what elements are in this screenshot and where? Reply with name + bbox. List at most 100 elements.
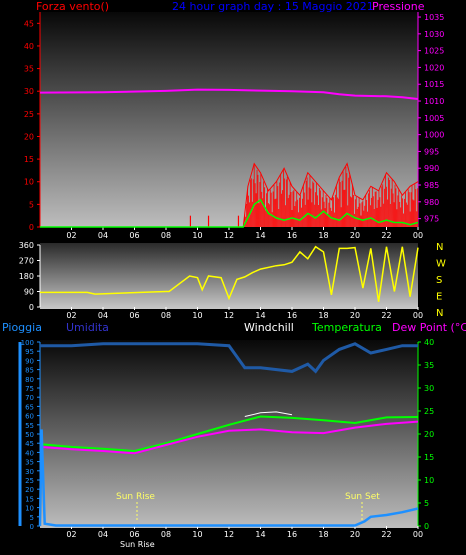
humidity-tick-label: 95 <box>25 348 34 356</box>
humidity-axis-label: Umidita <box>66 321 109 334</box>
humidity-tick-label: 70 <box>25 394 34 402</box>
x-tick-label: 22 <box>381 530 391 539</box>
humidity-tick-label: 85 <box>25 367 34 375</box>
humidity-tick-label: 55 <box>25 422 34 430</box>
humidity-tick-label: 0 <box>30 523 34 531</box>
x-tick-label: 10 <box>192 530 202 539</box>
temperature-tick-label: 35 <box>424 361 434 370</box>
humidity-tick-label: 15 <box>25 495 34 503</box>
x-tick-label: 06 <box>129 311 139 320</box>
x-tick-label: 10 <box>192 231 202 240</box>
temperature-tick-label: 0 <box>424 522 429 531</box>
x-tick-label: 14 <box>255 311 265 320</box>
humidity-tick-label: 30 <box>25 468 34 476</box>
pressure-axis-label: Pressione <box>372 0 425 13</box>
temperature-tick-label: 40 <box>424 338 434 347</box>
x-tick-label: 16 <box>287 530 297 539</box>
compass-label: N <box>436 308 443 319</box>
temperature-tick-label: 10 <box>424 476 434 485</box>
temperature-tick-label: 5 <box>424 499 429 508</box>
x-tick-label: 14 <box>255 231 265 240</box>
direction-tick-label: 360 <box>19 241 34 250</box>
pressure-tick-label: 1000 <box>424 131 444 140</box>
wind-pressure-chart: 0510152025303540459759809859909951000100… <box>24 12 444 240</box>
chart-title: 24 hour graph day : 15 Maggio 2021 <box>172 0 374 13</box>
wind-tick-label: 15 <box>24 155 34 164</box>
temperature-label: Temperatura <box>311 321 382 334</box>
pressure-tick-label: 995 <box>424 147 439 156</box>
pressure-tick-label: 985 <box>424 181 439 190</box>
direction-tick-label: 90 <box>24 288 34 297</box>
wind-tick-label: 40 <box>24 42 34 51</box>
x-tick-label: 00 <box>413 231 423 240</box>
direction-tick-label: 270 <box>19 257 34 266</box>
x-tick-label: 00 <box>413 311 423 320</box>
bottom-plot-area <box>40 340 418 528</box>
humidity-tick-label: 80 <box>25 376 34 384</box>
x-tick-label: 08 <box>161 231 171 240</box>
windchill-label: Windchill <box>244 321 294 334</box>
x-tick-label: 06 <box>129 231 139 240</box>
humidity-tick-label: 40 <box>25 449 34 457</box>
humidity-line <box>40 342 418 374</box>
wind-tick-label: 35 <box>24 65 34 74</box>
sunrise-label: Sun Rise <box>116 492 155 502</box>
x-tick-label: 12 <box>224 311 234 320</box>
x-tick-label: 04 <box>98 231 108 240</box>
wind-tick-label: 45 <box>24 19 34 28</box>
rain-line <box>38 429 419 527</box>
top-plot-area <box>40 12 418 227</box>
humidity-tick-label: 35 <box>25 459 34 467</box>
x-tick-label: 22 <box>381 311 391 320</box>
dewpoint-line <box>39 420 419 455</box>
pressure-line <box>39 88 419 100</box>
pressure-tick-label: 1030 <box>424 30 444 39</box>
sunset-label: Sun Set <box>345 492 380 502</box>
x-tick-label: 22 <box>381 231 391 240</box>
humidity-temperature-chart: 0510152025303540455055606570758085909510… <box>18 338 434 539</box>
wind-tick-label: 5 <box>29 200 34 209</box>
x-tick-label: 02 <box>66 231 76 240</box>
x-tick-label: 08 <box>161 530 171 539</box>
x-tick-label: 12 <box>224 530 234 539</box>
humidity-tick-label: 20 <box>25 486 34 494</box>
x-tick-label: 20 <box>350 231 360 240</box>
humidity-tick-label: 25 <box>25 477 34 485</box>
direction-tick-label: 180 <box>19 272 34 281</box>
x-tick-label: 04 <box>98 530 108 539</box>
pressure-tick-label: 1035 <box>424 13 444 22</box>
humidity-tick-label: 65 <box>25 403 34 411</box>
temperature-tick-label: 25 <box>424 407 434 416</box>
compass-label: N <box>436 242 443 253</box>
x-tick-label: 18 <box>318 311 328 320</box>
x-tick-label: 18 <box>318 231 328 240</box>
windchill-line <box>244 411 293 417</box>
x-tick-label: 02 <box>66 311 76 320</box>
x-tick-label: 00 <box>413 530 423 539</box>
sunrise-tick-label: Sun Rise <box>120 540 155 549</box>
wind-tick-label: 0 <box>29 223 34 232</box>
wind-tick-label: 10 <box>24 178 34 187</box>
wind-average-line <box>40 198 419 228</box>
humidity-tick-label: 60 <box>25 413 34 421</box>
x-tick-label: 10 <box>192 311 202 320</box>
humidity-tick-label: 100 <box>21 339 34 347</box>
pressure-tick-label: 990 <box>424 164 439 173</box>
x-tick-label: 16 <box>287 311 297 320</box>
wind-tick-label: 25 <box>24 110 34 119</box>
direction-tick-label: 0 <box>29 303 34 312</box>
rain-axis-label: Pioggia <box>2 321 42 334</box>
x-tick-label: 04 <box>98 311 108 320</box>
wind-direction-line <box>40 245 419 302</box>
pressure-tick-label: 1015 <box>424 80 444 89</box>
x-tick-label: 12 <box>224 231 234 240</box>
wind-axis-label: Forza vento() <box>36 0 109 13</box>
pressure-tick-label: 975 <box>424 215 439 224</box>
wind-tick-label: 30 <box>24 87 34 96</box>
humidity-tick-label: 5 <box>30 514 34 522</box>
x-tick-label: 06 <box>129 530 139 539</box>
humidity-tick-label: 50 <box>25 431 34 439</box>
humidity-tick-label: 90 <box>25 357 34 365</box>
temperature-tick-label: 15 <box>424 453 434 462</box>
